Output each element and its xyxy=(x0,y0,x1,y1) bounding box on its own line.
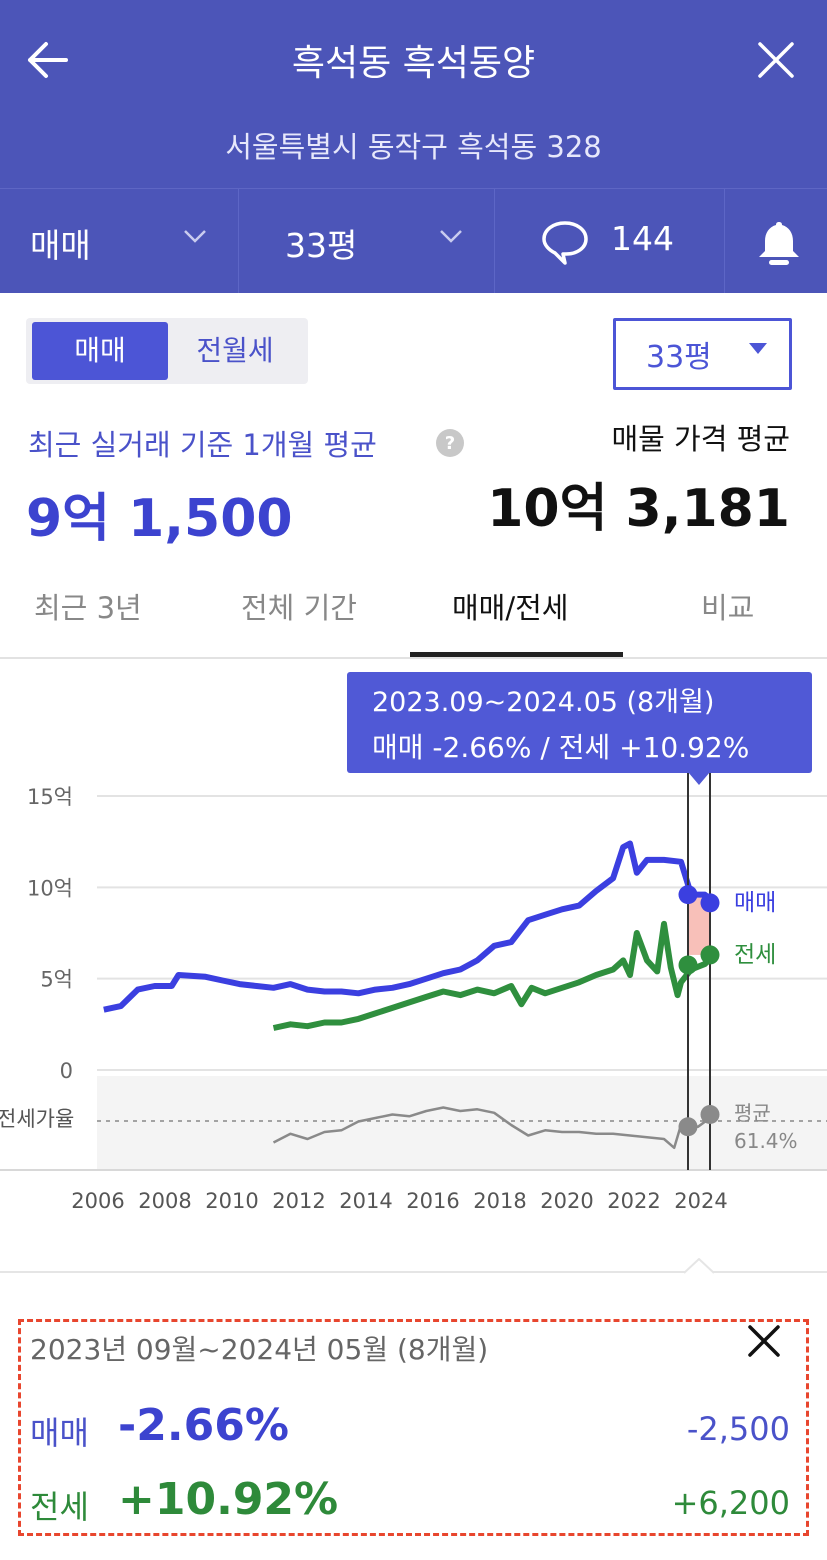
tooltip-pointer xyxy=(688,772,710,785)
toggle-sale[interactable]: 매매 xyxy=(32,322,168,380)
x-tick-label: 2012 xyxy=(272,1189,325,1213)
divider xyxy=(238,189,239,293)
range-detail-panel xyxy=(18,1319,809,1536)
tooltip-period: 2023.09~2024.05 (8개월) xyxy=(372,687,715,718)
chat-bubble-icon xyxy=(542,221,588,265)
filter-toolbar: 매매 33평 144 xyxy=(0,188,827,293)
tab-divider xyxy=(0,657,827,659)
ratio-start-point xyxy=(678,1117,698,1137)
avg-label: 평균 xyxy=(734,1101,771,1125)
caret-down-icon xyxy=(749,343,767,354)
toggle-rent[interactable]: 전월세 xyxy=(196,334,274,367)
y-tick-label: 5억 xyxy=(40,968,73,992)
tab-recent-3y[interactable]: 최근 3년 xyxy=(34,591,142,625)
panel-rent-percent: +10.92% xyxy=(118,1474,339,1525)
y-tick-label: 15억 xyxy=(27,785,73,809)
x-tick-label: 2022 xyxy=(607,1189,660,1213)
y-tick-label: 0 xyxy=(60,1059,73,1083)
x-tick-label: 2014 xyxy=(339,1189,392,1213)
panel-period: 2023년 09월~2024년 05월 (8개월) xyxy=(30,1333,489,1366)
size-select[interactable] xyxy=(613,318,792,390)
x-tick-label: 2020 xyxy=(540,1189,593,1213)
x-tick-label: 2024 xyxy=(674,1189,727,1213)
panel-pointer xyxy=(684,1258,714,1274)
listing-price-value: 10억 3,181 xyxy=(487,479,790,539)
rent-start-point xyxy=(678,955,698,975)
legend-rent: 전세 xyxy=(734,942,776,968)
help-icon[interactable]: ? xyxy=(435,428,465,458)
tab-sale-rent[interactable]: 매매/전세 xyxy=(452,591,569,625)
series-line-sale xyxy=(103,840,717,1013)
chart-grid xyxy=(97,795,827,1071)
tab-compare[interactable]: 비교 xyxy=(701,591,755,625)
page-title: 흑석동 흑석동양 xyxy=(291,43,536,84)
panel-rent-label: 전세 xyxy=(30,1488,89,1526)
active-tab-indicator xyxy=(410,652,623,657)
recent-price-value: 9억 1,500 xyxy=(26,489,293,549)
trade-type-dropdown[interactable]: 매매 xyxy=(0,189,238,293)
ratio-end-point xyxy=(700,1105,720,1124)
legend-sale: 매매 xyxy=(734,890,776,916)
ratio-label: 전세가율 xyxy=(0,1107,74,1131)
chevron-down-icon xyxy=(184,230,206,243)
ratio-band xyxy=(97,1076,827,1170)
recent-price-label: 최근 실거래 기준 1개월 평균 xyxy=(28,428,377,462)
panel-sale-percent: -2.66% xyxy=(118,1400,289,1451)
x-tick-label: 2016 xyxy=(406,1189,459,1213)
section-divider xyxy=(0,1271,827,1273)
chevron-down-icon xyxy=(440,230,462,243)
x-tick-label: 2010 xyxy=(205,1189,258,1213)
tooltip-change: 매매 -2.66% / 전세 +10.92% xyxy=(372,731,750,764)
price-chart[interactable]: 15억 10억 5억 0 2006 2008 2010 2012 2014 2016 2018 20… xyxy=(0,660,827,1240)
sale-start-point xyxy=(678,885,698,905)
divider xyxy=(494,189,495,293)
divider xyxy=(724,189,725,293)
x-tick-label: 2008 xyxy=(138,1189,191,1213)
y-tick-label: 10억 xyxy=(27,876,73,900)
panel-rent-amount: +6,200 xyxy=(671,1484,790,1522)
size-label: 33평 xyxy=(285,226,358,265)
x-tick-label: 2018 xyxy=(473,1189,526,1213)
range-tooltip xyxy=(347,672,812,773)
notification-button[interactable] xyxy=(725,189,827,293)
panel-sale-amount: -2,500 xyxy=(686,1410,790,1448)
close-icon[interactable] xyxy=(756,40,796,80)
avg-value: 61.4% xyxy=(734,1129,798,1153)
x-tick-label: 2006 xyxy=(71,1189,124,1213)
listing-price-label: 매물 가격 평균 xyxy=(611,422,790,456)
svg-text:?: ? xyxy=(445,433,455,454)
close-icon[interactable] xyxy=(746,1323,782,1359)
address-text: 서울특별시 동작구 흑석동 328 xyxy=(225,130,602,164)
bell-icon xyxy=(759,222,799,265)
series-line-rent xyxy=(272,920,717,1031)
panel-sale-label: 매매 xyxy=(30,1414,89,1452)
series-line-ratio xyxy=(272,1106,716,1150)
comment-count: 144 xyxy=(611,219,674,258)
app-header xyxy=(0,0,827,188)
rent-end-point xyxy=(700,945,720,965)
tab-all-period[interactable]: 전체 기간 xyxy=(241,591,357,625)
comments-button[interactable]: 144 xyxy=(495,189,724,293)
back-arrow-icon[interactable] xyxy=(24,38,72,82)
size-select-value: 33평 xyxy=(646,340,712,375)
size-dropdown-toolbar[interactable]: 33평 xyxy=(239,189,494,293)
sale-end-point xyxy=(700,893,720,913)
trade-type-label: 매매 xyxy=(30,226,91,265)
